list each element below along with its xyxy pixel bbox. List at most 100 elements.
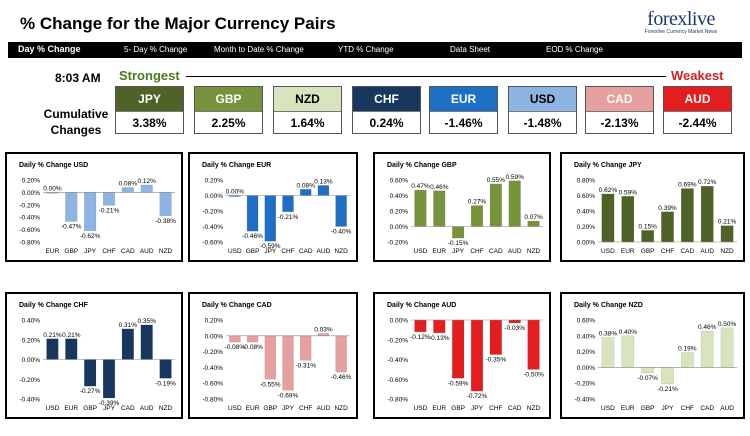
x-tick-label: EUR (64, 405, 78, 412)
data-label: 0.21% (43, 332, 62, 339)
chart-panel-nzd: Daily % Change NZD 0.60% 0.40% 0.20% 0.00% -0… (560, 292, 745, 419)
currency-box-usd: USD -1.48% (508, 86, 577, 134)
bar-aud (720, 327, 734, 368)
tab-data-sheet[interactable]: Data Sheet (450, 45, 491, 54)
y-tick-label: 0.40% (577, 333, 596, 340)
data-label: 0.12% (137, 178, 156, 185)
bar-gbp (246, 195, 259, 232)
x-tick-label: NZD (527, 248, 541, 255)
bar-chart: 0.20%0.00%-0.20%-0.40%-0.60%-0.80%0.00%E… (19, 178, 176, 256)
bar-chart: 0.00% -0.20% -0.40% -0.60% -0.80% -0.12% USD -0… (387, 318, 544, 413)
currency-cumulative-value: -2.44% (664, 111, 731, 133)
x-tick-label: CHF (281, 248, 294, 255)
currency-box-nzd: NZD 1.64% (273, 86, 342, 134)
chart-panel-jpy: Daily % Change JPY 0.80% 0.60% 0.40% 0.20% 0.… (560, 152, 745, 262)
chart-title: Daily % Change GBP (387, 162, 457, 169)
data-label: -0.31% (295, 362, 316, 369)
y-tick-label: 0.00% (22, 357, 41, 364)
bar-eur (433, 319, 446, 334)
y-tick-label: 0.20% (577, 349, 596, 356)
data-label: 0.21% (718, 219, 737, 226)
bar-jpy (661, 367, 674, 385)
bar-cad (121, 187, 134, 193)
bar-cad (299, 189, 312, 196)
bar-jpy (452, 226, 465, 239)
bar-jpy (282, 335, 294, 391)
x-tick-label: CAD (489, 248, 503, 255)
x-tick-label: CHF (470, 248, 483, 255)
tab-ytd-change[interactable]: YTD % Change (338, 45, 394, 54)
x-tick-label: CHF (299, 405, 312, 412)
bar-jpy (84, 192, 97, 232)
data-label: -0.39% (99, 400, 120, 407)
chart-title: Daily % Change EUR (202, 162, 272, 169)
x-tick-label: NZD (527, 405, 541, 412)
y-tick-label: -0.60% (202, 381, 223, 388)
x-tick-label: GBP (451, 405, 465, 412)
currency-box-aud: AUD -2.44% (663, 86, 732, 134)
timestamp: 8:03 AM (55, 71, 101, 85)
currency-box-jpy: JPY 3.38% (115, 86, 184, 134)
y-tick-label: 0.80% (577, 178, 596, 185)
chart-title: Daily % Change AUD (387, 302, 457, 309)
data-label: 0.35% (137, 318, 156, 325)
data-label: -0.03% (504, 325, 525, 332)
y-tick-label: -0.20% (202, 349, 223, 356)
bar-chf (489, 319, 502, 355)
bar-jpy (102, 359, 116, 399)
y-tick-label: -0.80% (387, 397, 408, 404)
data-label: 0.50% (718, 321, 737, 328)
data-label: -0.35% (486, 357, 507, 364)
currency-box-chf: CHF 0.24% (352, 86, 421, 134)
x-tick-label: CHF (681, 405, 694, 412)
bar-aud (317, 333, 330, 337)
bar-gbp (452, 319, 465, 379)
y-tick-label: -0.40% (19, 397, 40, 404)
data-label: 0.00% (43, 185, 62, 192)
bar-chf (470, 205, 484, 227)
x-tick-label: USD (601, 405, 615, 412)
chart-panel-chf: Daily % Change CHF 0.40% 0.20% 0.00% -0.20% -… (5, 292, 183, 419)
forexlive-logo: forexlive Forexlive Currency Market News (622, 8, 740, 42)
bar-chf (282, 195, 294, 213)
bar-gbp (641, 230, 655, 243)
x-tick-label: GBP (64, 248, 78, 255)
y-tick-label: -0.20% (574, 381, 595, 388)
x-tick-label: AUD (700, 248, 714, 255)
bar-aud (140, 184, 153, 193)
x-tick-label: USD (601, 248, 615, 255)
y-tick-label: 0.00% (390, 224, 409, 231)
y-tick-label: 0.20% (22, 337, 41, 344)
currency-cumulative-value: -1.46% (430, 111, 497, 133)
logo-tagline: Forexlive Currency Market News (644, 29, 718, 35)
data-label: 0.62% (599, 187, 618, 194)
data-label: 0.59% (505, 174, 524, 181)
bar-chart: 0.20%0.00%-0.20%-0.40%-0.60%0.00%USD-0.4… (202, 178, 352, 256)
data-label: -0.59% (260, 243, 281, 250)
data-label: -0.40% (331, 229, 352, 236)
x-tick-label: AUD (508, 248, 522, 255)
currency-name: GBP (195, 87, 262, 111)
bar-jpy (264, 195, 277, 242)
tab-eod-change[interactable]: EOD % Change (546, 45, 603, 54)
x-tick-label: AUD (317, 405, 331, 412)
currency-box-gbp: GBP 2.25% (194, 86, 263, 134)
x-tick-label: GBP (641, 248, 655, 255)
tab-day-change[interactable]: Day % Change (18, 44, 81, 54)
chart-panel-usd: Daily % Change USD 0.20% 0.00% -0.20% -0.40%… (5, 152, 183, 262)
data-label: -0.55% (260, 381, 281, 388)
data-label: 0.27% (468, 199, 487, 206)
data-label: -0.46% (242, 233, 263, 240)
y-tick-label: 0.60% (577, 193, 596, 200)
currency-box-eur: EUR -1.46% (429, 86, 498, 134)
y-tick-label: -0.60% (19, 227, 40, 234)
currency-cumulative-value: -2.13% (586, 111, 653, 133)
x-tick-label: EUR (621, 248, 635, 255)
x-tick-label: CAD (299, 248, 313, 255)
tab-month-to-date-change[interactable]: Month to Date % Change (214, 45, 304, 54)
data-label: -0.50% (523, 371, 544, 378)
bar-nzd (527, 319, 540, 370)
tab-5-day-change[interactable]: 5- Day % Change (124, 45, 188, 54)
strongest-label: Strongest (119, 68, 180, 83)
y-tick-label: 0.60% (390, 178, 409, 185)
